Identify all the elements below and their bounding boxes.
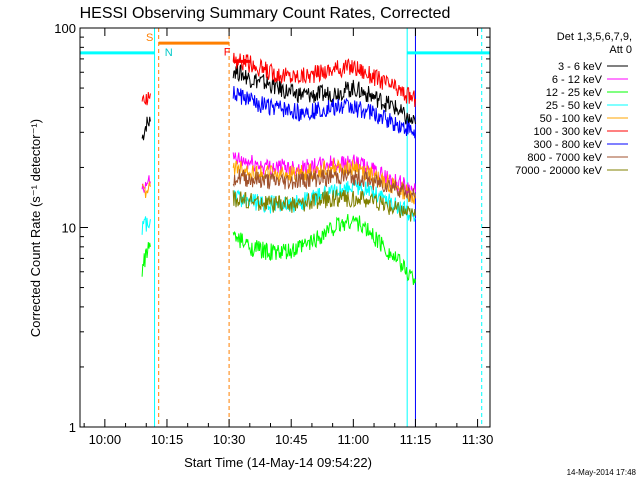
series-line-2-1	[232, 214, 416, 285]
legend-label-5: 100 - 300 keV	[534, 126, 603, 138]
footer-date: 14-May-2014 17:48	[567, 468, 637, 477]
series-line-3-0	[141, 216, 151, 235]
x-tick-label-3: 10:45	[275, 432, 308, 447]
x-tick-label-2: 10:30	[213, 432, 246, 447]
series-line-5-1	[232, 52, 416, 108]
series-line-2-0	[141, 242, 151, 277]
x-tick-label-1: 10:15	[151, 432, 184, 447]
legend-label-3: 25 - 50 keV	[546, 100, 603, 112]
legend-label-7: 800 - 7000 keV	[527, 152, 602, 164]
chart-title: HESSI Observing Summary Count Rates, Cor…	[80, 5, 451, 22]
saa-label: S	[146, 32, 153, 44]
legend-header-1: Att 0	[609, 44, 632, 56]
y-axis-label: Corrected Count Rate (s⁻¹ detector⁻¹)	[28, 119, 43, 337]
y-tick-label-2: 100	[54, 21, 76, 36]
series-line-8-1	[232, 188, 416, 222]
legend-label-2: 12 - 25 keV	[546, 87, 603, 99]
series-line-1-0	[141, 175, 151, 193]
series-line-0-0	[141, 116, 151, 141]
plot-frame	[79, 27, 491, 428]
plot-area: SN F	[80, 28, 490, 427]
night-label: N	[165, 47, 173, 59]
legend-label-0: 3 - 6 keV	[558, 61, 603, 73]
x-tick-label-5: 11:15	[400, 432, 432, 447]
series-line-7-1	[232, 167, 416, 202]
series-line-6-1	[232, 86, 416, 139]
x-axis-label: Start Time (14-May-14 09:54:22)	[184, 455, 372, 470]
legend-label-1: 6 - 12 keV	[552, 74, 603, 86]
series-line-5-0	[141, 91, 151, 106]
x-tick-label-0: 10:00	[89, 432, 122, 447]
series-line-3-1	[232, 179, 416, 222]
legend-label-8: 7000 - 20000 keV	[515, 165, 603, 177]
legend-label-6: 300 - 800 keV	[534, 139, 603, 151]
x-tick-label-4: 11:00	[338, 432, 370, 447]
axes: 10:00 10:15 10:30 10:45 11:00 11:15 11:30 1 10 10…	[54, 21, 493, 447]
series-line-0-1	[232, 63, 416, 125]
flare-label: F	[224, 46, 231, 58]
y-tick-label-0: 1	[69, 420, 76, 435]
legend-label-4: 50 - 100 keV	[540, 113, 603, 125]
y-tick-label-1: 10	[62, 221, 76, 236]
series-line-4-0	[141, 180, 151, 198]
x-tick-label-6: 11:30	[462, 432, 494, 447]
legend-header-0: Det 1,3,5,6,7,9,	[557, 31, 632, 43]
